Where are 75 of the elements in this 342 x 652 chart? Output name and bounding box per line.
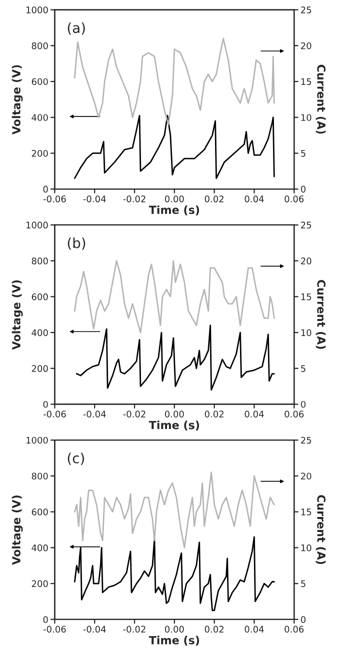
y-tick-label: 1000 <box>26 6 48 14</box>
y-tick-label: 800 <box>32 42 48 50</box>
y2-tick-label: 5 <box>301 365 306 372</box>
x-tick-label: -0.04 <box>83 626 106 633</box>
line-series <box>74 114 275 180</box>
y-tick-label: 400 <box>32 544 48 552</box>
y2-tick-label: 15 <box>301 508 312 516</box>
x-tick-label: 0.02 <box>204 410 224 418</box>
x-tick-label: 0.02 <box>204 195 224 202</box>
x-tick-label: -0.06 <box>43 410 66 418</box>
y-tick-label: 600 <box>32 508 48 516</box>
y2-tick-label: 0 <box>300 616 306 623</box>
y2-tick-label: 20 <box>301 472 312 480</box>
line-series <box>74 260 275 334</box>
y2-tick-label: 25 <box>301 222 312 228</box>
x-tick-label: -0.02 <box>123 410 146 418</box>
y-tick-label: 800 <box>32 258 48 264</box>
line-series <box>74 536 275 612</box>
annotation: (a) <box>68 22 85 35</box>
y-axis-title: Voltage (V) <box>12 496 23 565</box>
x-tick-label: -0.06 <box>43 195 66 202</box>
y2-tick-label: 20 <box>301 258 312 264</box>
y-tick-label: 800 <box>32 472 48 480</box>
y-axis-title: Voltage (V) <box>12 65 23 135</box>
x-tick-label: 0.06 <box>284 195 304 202</box>
y2-tick-label: 15 <box>301 78 312 86</box>
y2-tick-label: 10 <box>301 329 312 336</box>
y-tick-label: 200 <box>32 365 48 372</box>
x-axis-title: Time (s) <box>148 420 200 431</box>
y2-tick-label: 15 <box>301 294 312 300</box>
y-tick-label: 0 <box>43 616 48 623</box>
y2-tick-label: 10 <box>301 114 312 121</box>
annotation: (b) <box>68 237 86 250</box>
y-tick-label: 600 <box>32 78 48 86</box>
x-tick-label: -0.04 <box>83 410 106 418</box>
y2-tick-label: 20 <box>301 42 312 50</box>
x-tick-label: 0.06 <box>284 410 304 418</box>
x-tick-label: -0.06 <box>43 626 66 633</box>
y-tick-label: 600 <box>32 293 48 300</box>
line-series <box>76 324 275 391</box>
y2-tick-label: 0 <box>300 186 306 193</box>
x-tick-label: 0.04 <box>244 626 264 633</box>
y-tick-label: 1000 <box>26 222 48 228</box>
x-axis-title: Time (s) <box>148 205 200 216</box>
y2-tick-label: 5 <box>301 580 306 588</box>
y-axis-title: Voltage (V) <box>12 280 23 350</box>
y-tick-label: 1000 <box>26 436 48 444</box>
y-tick-label: 0 <box>43 400 48 408</box>
x-tick-label: 0.00 <box>164 410 184 418</box>
x-tick-label: 0.00 <box>164 626 184 633</box>
y2-tick-label: 25 <box>301 436 312 444</box>
x-tick-label: 0.02 <box>204 626 224 633</box>
x-tick-label: -0.04 <box>83 195 106 202</box>
line-series <box>74 38 275 126</box>
y-tick-label: 400 <box>32 329 48 336</box>
line-series <box>74 472 275 548</box>
y2-tick-label: 5 <box>301 150 306 157</box>
y2-tick-label: 10 <box>301 544 312 552</box>
x-tick-label: 0.06 <box>284 626 304 633</box>
x-tick-label: -0.02 <box>123 195 146 202</box>
y2-axis-title: Current (A) <box>316 64 326 134</box>
x-tick-label: 0.04 <box>244 410 264 418</box>
y-tick-label: 200 <box>32 580 48 588</box>
y2-tick-label: 25 <box>301 6 312 14</box>
x-tick-label: -0.02 <box>123 626 146 633</box>
x-axis-title: Time (s) <box>148 636 200 646</box>
y2-axis-title: Current (A) <box>316 280 326 349</box>
y2-axis-title: Current (A) <box>316 495 326 564</box>
annotation: (c) <box>68 452 84 466</box>
y-tick-label: 400 <box>32 114 48 121</box>
x-tick-label: 0.04 <box>244 195 264 202</box>
y-tick-label: 200 <box>32 150 48 157</box>
y-tick-label: 0 <box>43 186 48 193</box>
x-tick-label: 0.00 <box>164 195 184 202</box>
y2-tick-label: 0 <box>300 400 306 408</box>
